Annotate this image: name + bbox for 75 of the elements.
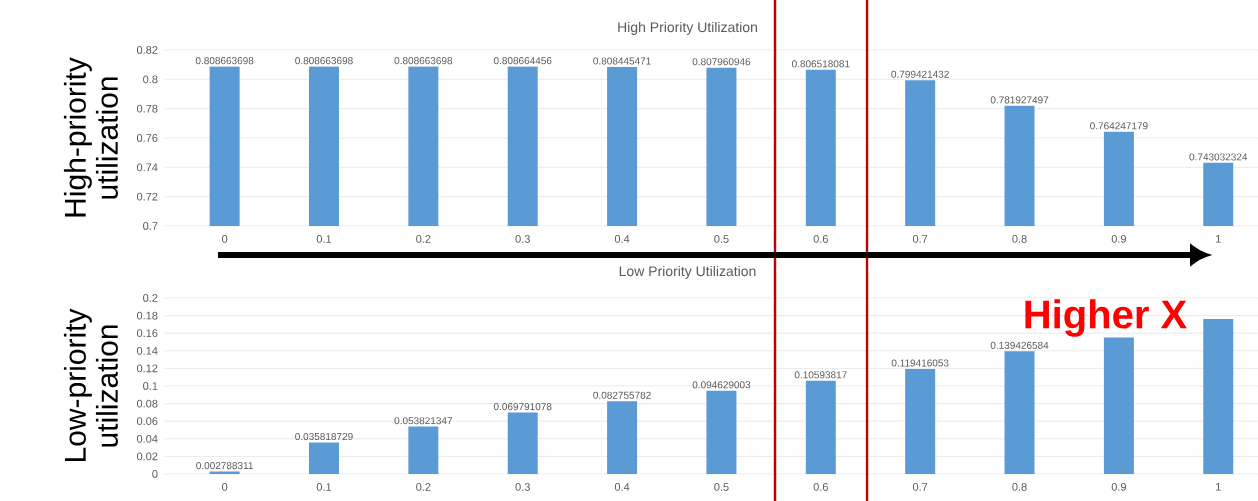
bar [1203, 319, 1234, 474]
y-tick-label: 0 [152, 470, 158, 478]
y-tick-label: 0.72 [136, 192, 158, 201]
y-tick-label: 0.2 [143, 294, 158, 302]
data-label: 0.094629003 [692, 381, 751, 389]
data-label: 0.053821347 [394, 417, 453, 425]
x-tick-label: 0 [222, 483, 228, 491]
y-tick-label: 0.82 [136, 46, 158, 54]
x-tick-label: 0.7 [912, 483, 928, 491]
x-tick-label: 0.5 [714, 235, 729, 243]
y-tick-label: 0.02 [136, 452, 158, 461]
y-tick-label: 0.8 [143, 75, 158, 84]
x-tick-label: 0.2 [416, 483, 431, 491]
x-tick-label: 0.4 [614, 235, 630, 243]
data-label: 0.035818729 [295, 432, 353, 441]
bar [1004, 351, 1035, 474]
y-tick-label: 0.06 [136, 417, 158, 426]
bar [408, 426, 439, 474]
y-axis-title: High-priority utilization [63, 57, 118, 217]
x-tick-label: 0.5 [714, 483, 729, 491]
x-tick-label: 0 [222, 235, 228, 243]
data-label: 0.808445471 [593, 57, 651, 65]
data-label: 0.764247179 [1090, 122, 1148, 130]
data-label: 0.139426584 [990, 341, 1049, 349]
x-tick-label: 0.2 [416, 235, 431, 243]
bar [1103, 337, 1134, 474]
bar [308, 442, 339, 474]
chart-title: Low Priority Utilization [619, 265, 756, 279]
data-label: 0.807960946 [692, 58, 751, 66]
data-label: 0.808663698 [394, 57, 453, 65]
x-tick-label: 0.8 [1012, 483, 1027, 491]
bar [607, 401, 638, 474]
y-tick-label: 0.08 [136, 399, 158, 408]
y-tick-label: 0.1 [143, 382, 158, 390]
data-label: 0.799421432 [891, 70, 949, 78]
data-label: 0.119416053 [891, 359, 949, 367]
y-tick-label: 0.12 [136, 364, 158, 373]
annotation: Higher X [1025, 299, 1187, 337]
data-label: 0.743032324 [1189, 153, 1248, 161]
y-axis-title: Low-priority utilization [63, 308, 118, 462]
x-tick-label: 0.1 [316, 483, 332, 491]
x-tick-label: 0.3 [515, 235, 530, 243]
x-tick-label: 0.9 [1111, 483, 1127, 491]
data-label: 0.069791078 [493, 403, 552, 411]
x-tick-label: 1 [1216, 483, 1221, 491]
x-tick-label: 0.6 [813, 483, 828, 491]
data-label: 0.781927497 [990, 96, 1049, 104]
y-tick-label: 0.14 [136, 346, 158, 355]
x-tick-label: 0.8 [1012, 235, 1027, 243]
x-tick-label: 0.6 [813, 235, 828, 243]
chart-title: High Priority Utilization [618, 21, 757, 35]
x-tick-label: 0.3 [515, 483, 530, 491]
data-label: 0.808663698 [195, 57, 254, 65]
bar [905, 368, 936, 474]
x-tick-label: 1 [1216, 235, 1221, 243]
x-tick-label: 0.1 [316, 235, 332, 243]
y-tick-label: 0.7 [143, 222, 158, 230]
y-tick-label: 0.18 [136, 311, 158, 320]
y-tick-label: 0.16 [136, 329, 158, 338]
x-tick-label: 0.7 [912, 235, 928, 243]
bar [706, 390, 737, 474]
y-tick-label: 0.78 [136, 104, 158, 113]
bar [507, 412, 538, 474]
x-tick-label: 0.4 [614, 483, 630, 491]
data-label: 0.10593817 [794, 371, 847, 379]
data-label: 0.082755782 [593, 391, 651, 399]
y-tick-label: 0.76 [136, 134, 158, 142]
data-label: 0.808664456 [493, 57, 552, 65]
data-label: 0.002788311 [196, 462, 253, 470]
y-tick-label: 0.04 [136, 434, 158, 443]
data-label: 0.806518081 [791, 60, 850, 68]
bar [805, 380, 836, 474]
x-tick-label: 0.9 [1111, 235, 1127, 243]
data-label: 0.808663698 [295, 57, 353, 65]
y-tick-label: 0.74 [136, 163, 158, 172]
